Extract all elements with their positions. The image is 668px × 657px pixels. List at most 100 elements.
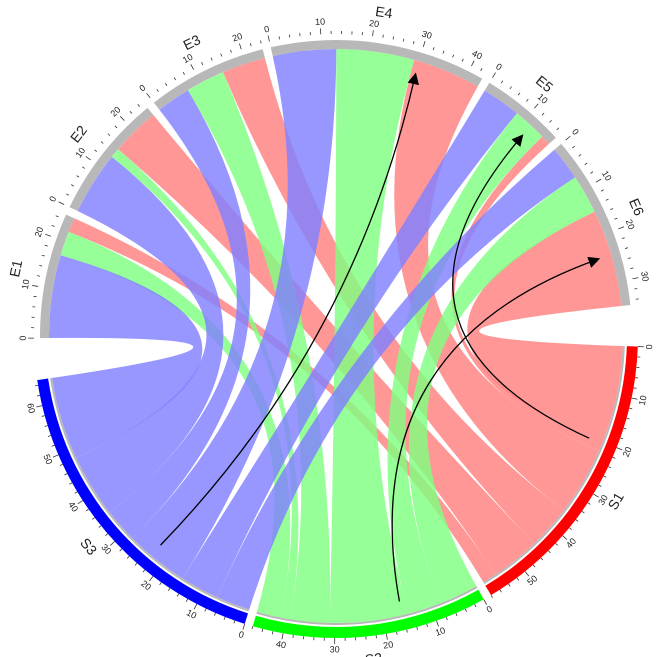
tick-s2: [385, 633, 388, 640]
tick-label-s1: 0: [644, 344, 654, 349]
tick-e1: [32, 285, 39, 287]
ribbon-s3-e6: [217, 149, 576, 610]
tick-e4: [422, 41, 426, 48]
tick-e2: [94, 149, 98, 152]
tick-e2: [100, 141, 104, 144]
tick-e4: [402, 38, 405, 42]
tick-e5: [556, 127, 560, 131]
tick-s3: [52, 454, 59, 458]
tick-e4: [372, 30, 374, 37]
tick-label-e4: 30: [421, 29, 433, 41]
ribbon-layer: [48, 49, 623, 623]
flow-arrow-s1-e5: [452, 134, 590, 439]
group-label-e1: E1: [6, 258, 25, 278]
tick-e5: [492, 72, 496, 78]
tick-e6: [614, 217, 618, 220]
tick-s1: [581, 510, 585, 514]
tick-e4: [471, 60, 475, 67]
tick-label-e2: 0: [47, 195, 58, 204]
tick-e4: [267, 35, 270, 42]
tick-s1: [555, 543, 559, 546]
tick-s3: [176, 593, 180, 597]
tick-e5: [526, 98, 529, 102]
tick-e3: [260, 40, 262, 44]
tick-e6: [590, 171, 594, 174]
tick-e2: [65, 193, 70, 196]
tick-e4: [278, 36, 280, 40]
group-label-e2: E2: [67, 122, 90, 146]
tick-label-e5: 10: [536, 92, 550, 106]
tick-e1: [41, 254, 45, 257]
tick-e6: [600, 189, 604, 192]
ribbon-s3-e3: [109, 90, 251, 539]
tick-s1: [629, 407, 633, 410]
ribbon-s2-e1: [60, 231, 291, 618]
tick-s2: [416, 626, 418, 631]
tick-s1: [548, 550, 551, 554]
tick-s1: [532, 564, 536, 568]
tick-label-s1: 30: [596, 493, 610, 507]
tick-s3: [36, 405, 43, 408]
tick-label-e2: 10: [73, 146, 87, 160]
ribbon-s2-e4: [329, 49, 415, 623]
tick-e4: [452, 54, 455, 58]
tick-label-s1: 20: [621, 445, 634, 458]
tick-label-e6: 0: [570, 127, 581, 137]
tick-s2: [455, 613, 458, 617]
tick-s3: [92, 517, 95, 520]
tick-e2: [114, 125, 118, 129]
tick-s3: [51, 444, 55, 447]
tick-s2: [251, 626, 254, 630]
tick-e3: [201, 62, 204, 66]
tick-s1: [626, 417, 630, 420]
tick-label-e1: 20: [33, 226, 46, 239]
tick-s2: [396, 631, 398, 635]
tick-label-e6: 10: [600, 169, 614, 183]
tick-s3: [98, 525, 102, 528]
tick-label-e1: 0: [18, 336, 28, 341]
tick-s3: [126, 555, 130, 559]
tick-label-e5: 0: [494, 61, 503, 72]
tick-e4: [442, 50, 445, 54]
tick-s3: [59, 463, 63, 466]
tick-s1: [616, 447, 623, 451]
tick-label-s2: 20: [382, 639, 394, 651]
tick-e1: [44, 244, 48, 247]
tick-label-s2: 30: [330, 644, 340, 654]
tick-s2: [464, 608, 467, 612]
ribbon-s2-e2: [111, 149, 299, 620]
tick-s1: [612, 456, 616, 459]
flow-arrow-s3-e4: [160, 72, 419, 546]
tick-label-s3: 60: [25, 402, 37, 414]
group-band-s2: [252, 589, 484, 638]
tick-e3: [164, 83, 168, 86]
tick-e3: [230, 49, 232, 53]
tick-label-e4: 10: [315, 17, 326, 27]
tick-label-e2: 20: [108, 104, 122, 118]
group-ring-e3: [153, 49, 265, 110]
tick-label-s1: 50: [525, 573, 539, 587]
tick-label-e3: 0: [137, 82, 147, 93]
tick-s3: [41, 415, 45, 417]
group-ring-e4: [270, 40, 483, 87]
tick-s3: [193, 603, 198, 610]
tick-s3: [167, 588, 171, 591]
tick-label-s3: 10: [185, 607, 198, 620]
tick-s1: [540, 557, 544, 561]
tick-e2: [129, 110, 133, 114]
tick-label-e4: 0: [263, 24, 270, 35]
tick-e3: [249, 43, 252, 47]
tick-s2: [474, 604, 477, 608]
tick-s1: [499, 589, 502, 593]
tick-s3: [44, 425, 48, 427]
tick-e5: [534, 103, 539, 109]
group-label-e6: E6: [626, 196, 648, 218]
group-ring-e6: [554, 143, 631, 307]
tick-e2: [85, 156, 91, 161]
tick-s1: [587, 502, 591, 505]
tick-e3: [190, 64, 194, 70]
tick-e6: [621, 237, 625, 240]
tick-s1: [623, 427, 627, 430]
tick-s1: [575, 519, 579, 522]
